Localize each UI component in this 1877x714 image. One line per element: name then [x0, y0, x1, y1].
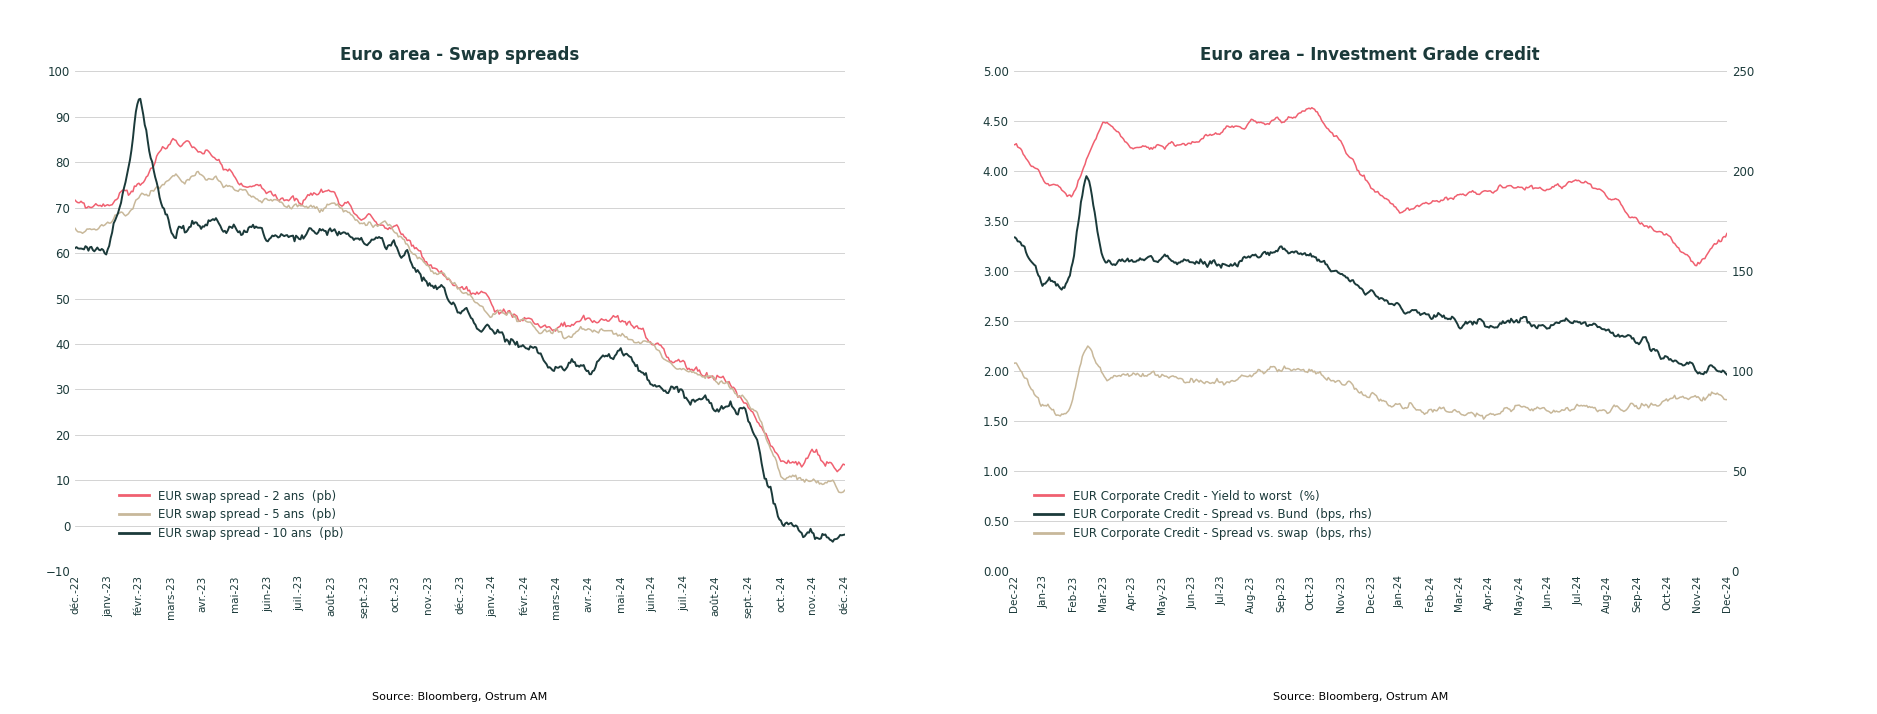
Text: Source: Bloomberg, Ostrum AM: Source: Bloomberg, Ostrum AM [372, 692, 548, 702]
Legend: EUR swap spread - 2 ans  (pb), EUR swap spread - 5 ans  (pb), EUR swap spread - : EUR swap spread - 2 ans (pb), EUR swap s… [120, 490, 343, 540]
Text: Source: Bloomberg, Ostrum AM: Source: Bloomberg, Ostrum AM [1273, 692, 1449, 702]
Title: Euro area - Swap spreads: Euro area - Swap spreads [340, 46, 580, 64]
Legend: EUR Corporate Credit - Yield to worst  (%), EUR Corporate Credit - Spread vs. Bu: EUR Corporate Credit - Yield to worst (%… [1034, 490, 1372, 540]
Title: Euro area – Investment Grade credit: Euro area – Investment Grade credit [1201, 46, 1539, 64]
